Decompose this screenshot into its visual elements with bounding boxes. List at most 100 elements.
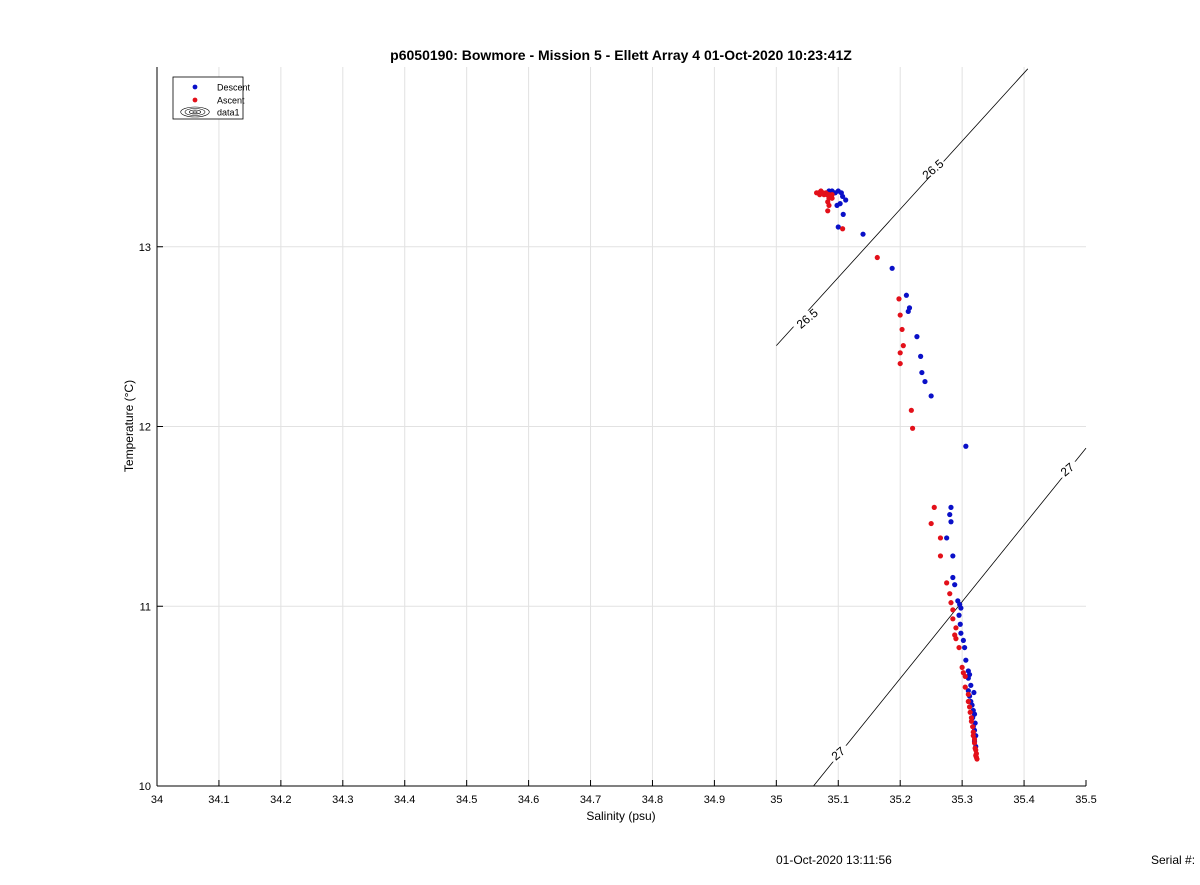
- contour-line-26-5: [776, 68, 1029, 346]
- serial-label: Serial #:: [1151, 853, 1196, 867]
- legend-marker: [192, 97, 198, 103]
- descent-point: [889, 265, 895, 271]
- ascent-point: [968, 715, 975, 721]
- descent-point: [948, 504, 954, 510]
- legend-contour-icon: [188, 109, 202, 115]
- chart-title: p6050190: Bowmore - Mission 5 - Ellett A…: [390, 47, 852, 63]
- descent-point: [950, 553, 956, 559]
- x-tick-label: 34.9: [704, 794, 725, 806]
- descent-point: [840, 193, 846, 200]
- ascent-point: [950, 616, 956, 622]
- contour-label: 26.5: [794, 306, 821, 332]
- ascent-point: [896, 296, 902, 302]
- contour-label-bg: [918, 161, 949, 178]
- ascent-point: [965, 691, 971, 697]
- ascent-point: [967, 709, 973, 715]
- descent-point: [965, 688, 971, 694]
- ascent-point: [829, 195, 835, 201]
- legend: Descent Ascent data1: [172, 76, 251, 120]
- descent-point: [918, 353, 924, 359]
- ascent-point: [874, 254, 880, 261]
- ascent-point: [897, 360, 903, 367]
- ascent-point: [974, 756, 980, 762]
- legend-contour-icon: [180, 106, 210, 118]
- x-tick-label: 35.2: [889, 794, 910, 806]
- ascent-point: [962, 684, 968, 690]
- x-tick-label: 34.8: [642, 794, 663, 806]
- ascent-point: [953, 625, 959, 631]
- legend-box: [172, 76, 244, 120]
- ascent-point: [948, 600, 954, 606]
- ascent-point: [826, 202, 832, 209]
- axes: 34 34.1 34.2 34.3 34.4 34.5 34.6 34.7 34.8 34.9 35…: [139, 67, 1097, 806]
- y-tick-label: 11: [140, 601, 151, 613]
- ascent-point: [825, 192, 831, 198]
- legend-contour-icon: [192, 110, 198, 114]
- descent-point: [834, 202, 840, 209]
- contour-label-bg: [1052, 461, 1083, 478]
- ascent-point: [897, 312, 903, 318]
- ascent-point: [966, 704, 973, 710]
- ascent-point: [962, 673, 968, 679]
- descent-point: [928, 393, 934, 399]
- x-tick-label: 34.2: [270, 794, 291, 806]
- ascent-point: [965, 698, 971, 705]
- descent-point: [956, 612, 962, 618]
- x-tick-label: 34.5: [456, 794, 477, 806]
- ascent-point: [931, 504, 937, 510]
- legend-marker: [192, 84, 198, 90]
- x-axis-label: Salinity (psu): [586, 809, 655, 823]
- ascent-point: [947, 591, 953, 597]
- ascent-point: [968, 718, 975, 724]
- descent-point: [860, 231, 866, 237]
- x-tick-label: 34.7: [580, 794, 601, 806]
- descent-point: [963, 443, 969, 449]
- descent-point: [968, 682, 974, 688]
- ascent-point: [897, 350, 903, 356]
- x-tick-label: 34.4: [394, 794, 415, 806]
- ascent-point: [959, 664, 965, 670]
- descent-point: [835, 224, 841, 230]
- descent-point: [903, 292, 909, 298]
- contour-line-27: [813, 447, 1087, 787]
- ascent-point: [970, 729, 976, 735]
- ascent-point: [899, 326, 905, 333]
- ascent-point: [971, 736, 978, 742]
- x-tick-label: 35.1: [828, 794, 849, 806]
- descent-point: [843, 197, 849, 203]
- y-tick-label: 13: [139, 242, 151, 254]
- legend-label: data1: [217, 108, 240, 118]
- legend-label: Descent: [217, 83, 251, 93]
- descent-point: [919, 369, 925, 376]
- contour-label: 26.5: [920, 156, 947, 182]
- descent-point: [950, 574, 956, 581]
- data-points: [813, 188, 980, 762]
- descent-point: [958, 630, 964, 636]
- x-tick-label: 34: [151, 794, 163, 806]
- ascent-point: [820, 190, 826, 196]
- descent-point: [958, 605, 964, 611]
- y-tick-label: 12: [139, 422, 151, 434]
- legend-label: Ascent: [217, 96, 245, 106]
- ascent-point: [956, 644, 962, 651]
- x-tick-label: 35: [770, 794, 782, 806]
- ascent-point: [840, 226, 846, 232]
- descent-point: [914, 334, 920, 340]
- print-timestamp: 01-Oct-2020 13:11:56: [776, 853, 892, 867]
- ascent-point: [900, 343, 906, 349]
- ascent-point: [937, 553, 944, 559]
- x-tick-label: 34.1: [208, 794, 229, 806]
- descent-point: [922, 378, 928, 385]
- y-tick-label: 10: [139, 781, 151, 793]
- descent-point: [957, 621, 963, 627]
- ascent-point: [937, 535, 944, 541]
- series-ascent: [813, 188, 980, 762]
- descent-point: [963, 657, 969, 663]
- descent-point: [962, 644, 968, 651]
- ascent-point: [970, 724, 976, 730]
- descent-point: [952, 582, 958, 588]
- ascent-point: [971, 740, 978, 746]
- x-tick-label: 34.3: [332, 794, 353, 806]
- x-tick-label: 35.3: [951, 794, 972, 806]
- ascent-point: [953, 636, 959, 642]
